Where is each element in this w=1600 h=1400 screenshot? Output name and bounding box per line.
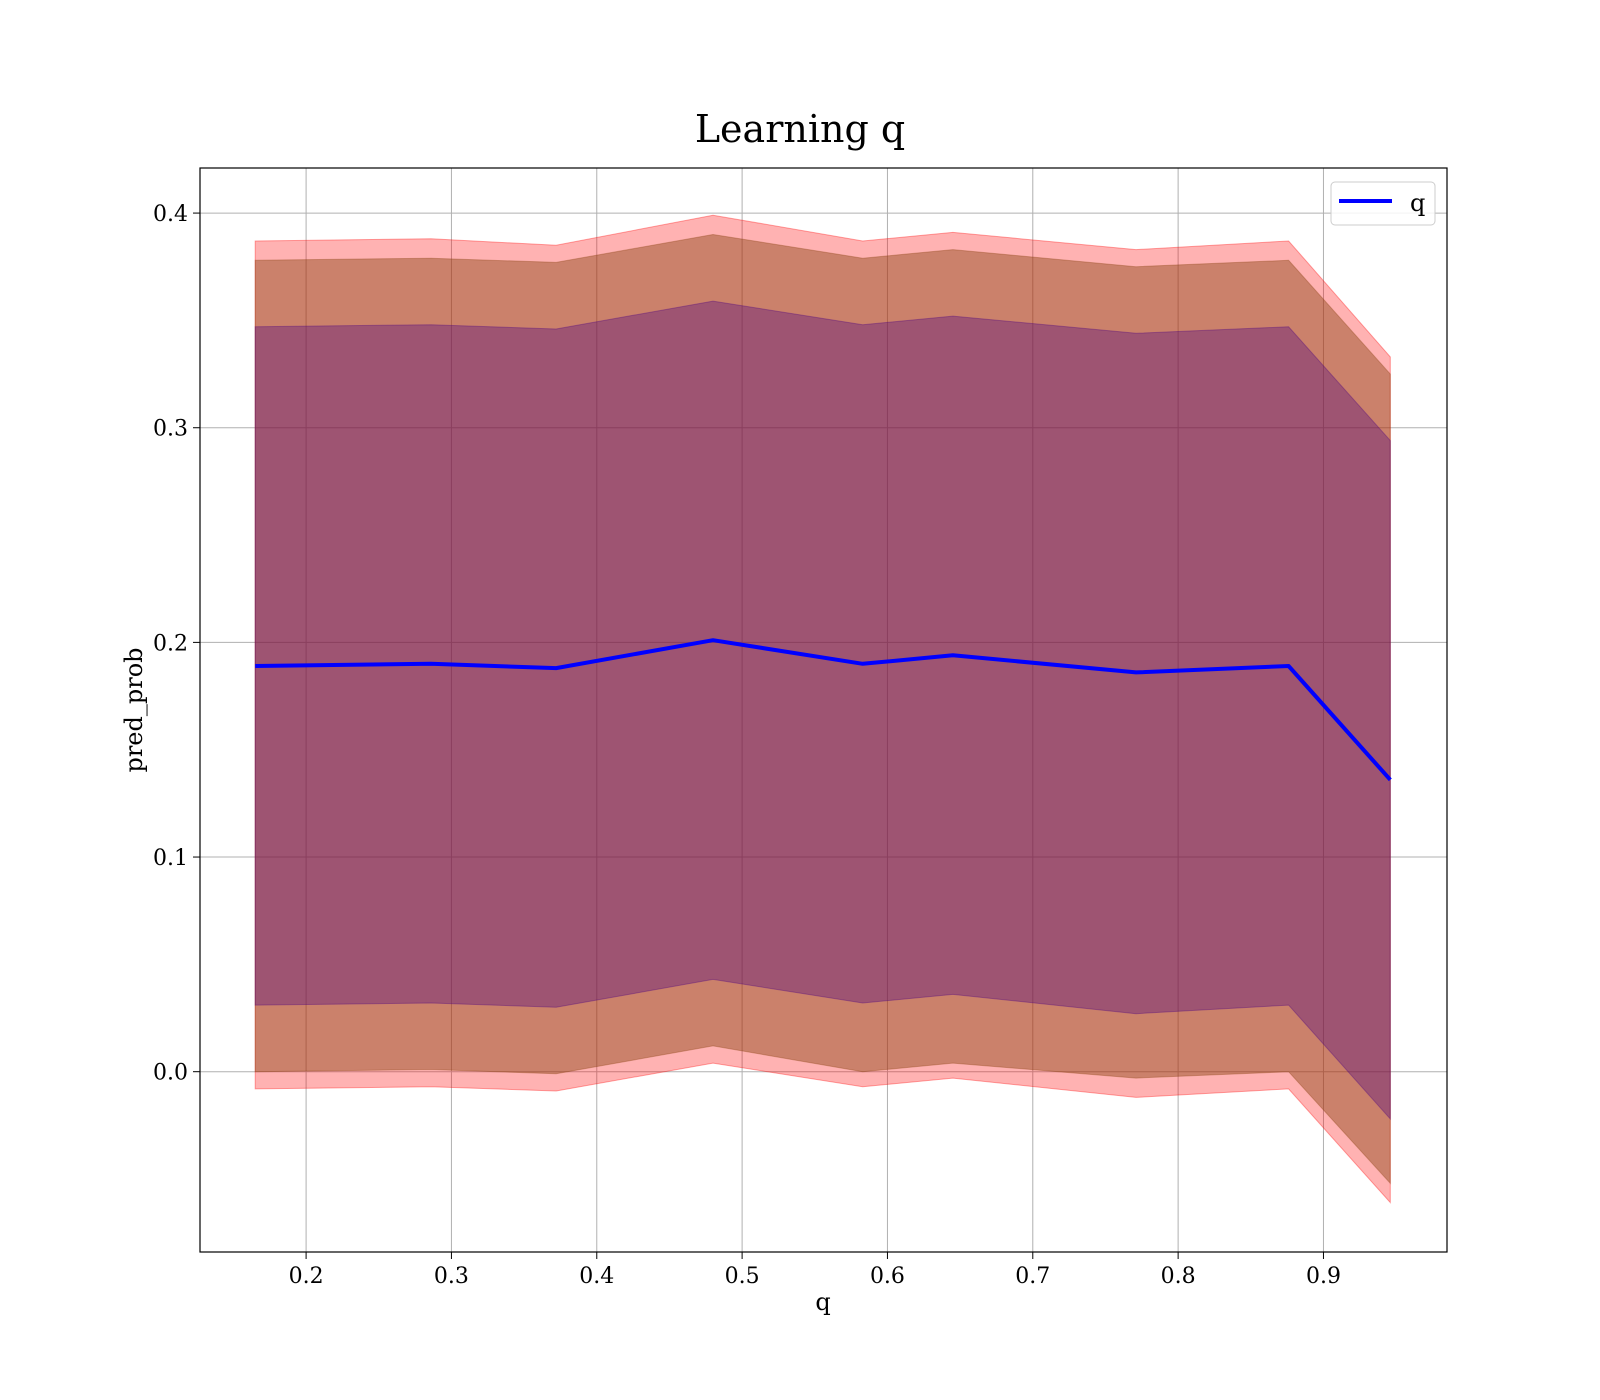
x-tick-label: 0.6 bbox=[870, 1264, 905, 1289]
x-axis-label: q bbox=[815, 1288, 830, 1316]
confidence-band-2 bbox=[254, 233, 1391, 1185]
y-tick-label: 0.0 bbox=[153, 1061, 188, 1086]
y-tick-label: 0.4 bbox=[153, 202, 188, 227]
x-tick-label: 0.8 bbox=[1161, 1264, 1196, 1289]
y-tick-label: 0.2 bbox=[153, 631, 188, 656]
x-axis-ticks: 0.2 0.3 0.4 0.5 0.6 0.7 0.8 0.9 bbox=[289, 1252, 1341, 1289]
confidence-band-3 bbox=[254, 300, 1391, 1121]
y-tick-label: 0.1 bbox=[153, 846, 188, 871]
legend-box bbox=[1330, 181, 1436, 226]
x-tick-label: 0.7 bbox=[1015, 1264, 1050, 1289]
x-tick-label: 0.2 bbox=[289, 1264, 324, 1289]
x-tick-label: 0.9 bbox=[1306, 1264, 1341, 1289]
legend-entry-label: q bbox=[1410, 189, 1425, 217]
plot-frame bbox=[199, 167, 1448, 1253]
x-tick-label: 0.4 bbox=[579, 1264, 614, 1289]
confidence-band-1 bbox=[254, 214, 1391, 1204]
series-lines bbox=[255, 638, 1392, 782]
x-tick-label: 0.5 bbox=[725, 1264, 760, 1289]
x-tick-label: 0.3 bbox=[434, 1264, 469, 1289]
y-axis-label: pred_prob bbox=[120, 647, 148, 772]
confidence-bands bbox=[254, 214, 1391, 1204]
chart-title: Learning q bbox=[695, 107, 905, 151]
grid bbox=[200, 168, 1447, 1252]
legend: q bbox=[1330, 181, 1436, 226]
y-axis-ticks: 0.0 0.1 0.2 0.3 0.4 bbox=[153, 202, 200, 1086]
y-tick-label: 0.3 bbox=[153, 417, 188, 442]
